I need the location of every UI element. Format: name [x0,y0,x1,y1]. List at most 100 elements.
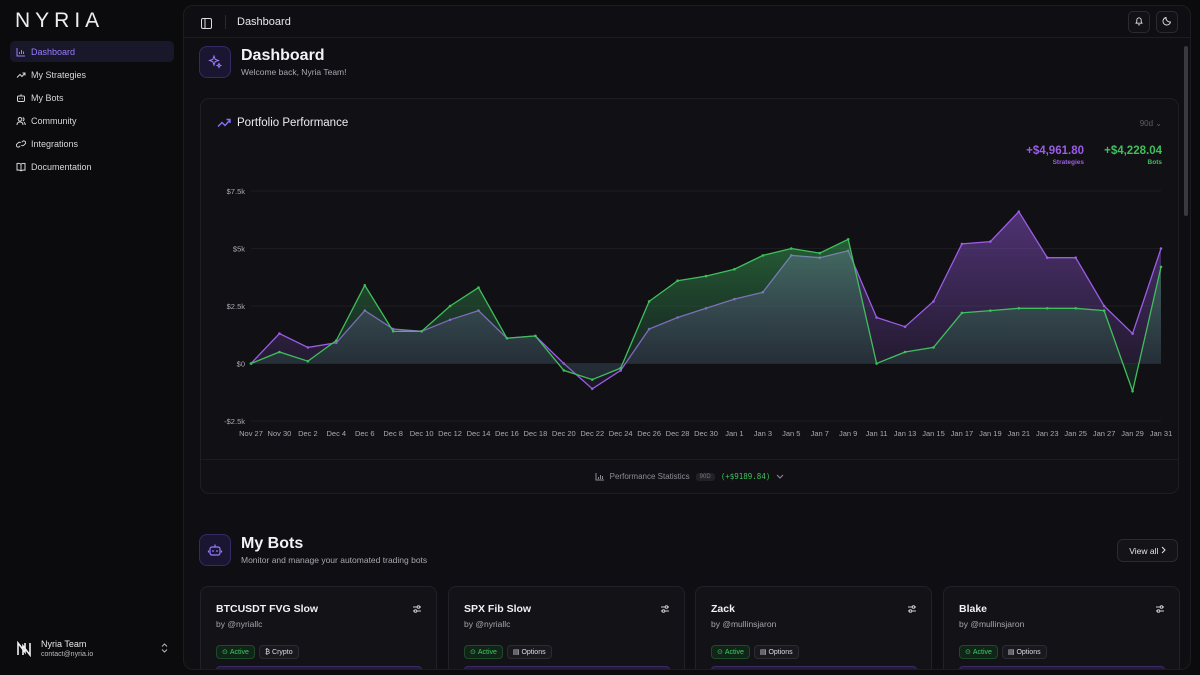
performance-statistics-toggle[interactable]: Performance Statistics 90D (+$9189.84) [201,459,1178,493]
data-point [960,242,964,246]
sliders-icon[interactable] [907,601,917,613]
data-point [903,325,907,328]
sidebar-item-label: Dashboard [31,46,76,57]
x-tick-label: Dec 30 [694,429,718,438]
view-all-button[interactable]: View all [1117,539,1178,562]
card-title-label: Portfolio Performance [237,117,349,129]
x-tick-label: Jan 19 [979,429,1002,438]
bot-author: by @mullinsjaron [711,619,777,629]
portfolio-performance-card: Portfolio Performance 90d ⌄ +$4,961.80 S… [200,98,1179,494]
range-value: 90d [1139,119,1154,128]
user-menu[interactable]: Nyria Team contact@nyria.io [14,637,174,661]
x-tick-label: Dec 10 [410,429,434,438]
bot-card[interactable]: SPX Fib Slow by @nyriallc ⊙ Active ▤ Opt… [448,586,685,669]
bot-card[interactable]: Blake by @mullinsjaron ⊙ Active ▤ Option… [943,586,1180,669]
data-point [306,346,310,349]
bell-icon [1134,13,1144,31]
sidebar-toggle-icon[interactable] [201,16,212,29]
data-point [505,336,509,340]
bot-name: Zack [711,603,735,615]
sliders-icon[interactable] [1155,601,1165,613]
data-point [790,247,793,250]
footer-label: Performance Statistics [609,472,690,481]
chevron-up-down-icon [161,643,168,655]
brand-logo[interactable]: NYRIA [15,9,105,32]
data-point [704,274,708,278]
bot-name: Blake [959,603,988,615]
data-point [249,362,253,365]
chevron-down-icon: ⌄ [1155,119,1162,128]
data-point [1102,309,1106,312]
type-badge: ▤ Options [506,645,552,659]
bots-label: Bots [1147,159,1162,166]
bot-icon [16,93,26,103]
data-point [846,238,850,241]
sidebar-item-dashboard[interactable]: Dashboard [10,41,174,62]
sidebar-item-community[interactable]: Community [10,110,174,131]
bot-performance-bar [216,666,422,669]
x-tick-label: Jan 21 [1008,429,1031,438]
status-badge: ⊙ Active [216,645,255,659]
bot-card[interactable]: Zack by @mullinsjaron ⊙ Active ▤ Options [695,586,932,669]
data-point [989,240,992,243]
chevron-down-icon [776,472,784,481]
x-tick-label: Jan 13 [894,429,917,438]
divider [225,15,226,29]
data-point [562,369,566,372]
sidebar-nav: Dashboard My Strategies My Bots Communit… [10,41,174,179]
strategies-label: Strategies [1052,159,1084,166]
breadcrumb: Dashboard [237,16,291,28]
data-point [1074,307,1077,310]
bot-card[interactable]: BTCUSDT FVG Slow by @nyriallc ⊙ Active ₿… [200,586,437,669]
data-point [363,284,367,287]
bot-name: BTCUSDT FVG Slow [216,603,319,615]
scrollbar[interactable] [1184,46,1188,216]
type-label: Options [1016,648,1041,656]
view-all-label: View all [1129,545,1159,556]
status-label: Active [972,648,992,656]
sidebar-item-documentation[interactable]: Documentation [10,156,174,177]
x-tick-label: Dec 26 [637,429,661,438]
sidebar-item-my-bots[interactable]: My Bots [10,87,174,108]
sidebar-item-integrations[interactable]: Integrations [10,133,174,154]
status-label: Active [477,648,497,656]
range-select[interactable]: 90d ⌄ [1140,119,1162,128]
bot-icon [199,534,231,566]
x-tick-label: Nov 27 [239,429,263,438]
bot-performance-bar [464,666,670,669]
bar-chart-icon [595,473,604,481]
chevron-right-icon [1161,546,1166,556]
theme-toggle-button[interactable] [1156,11,1178,33]
x-tick-label: Dec 16 [495,429,519,438]
sliders-icon[interactable] [660,601,670,613]
options-icon: ▤ [512,649,520,656]
x-tick-label: Jan 11 [866,429,888,438]
sidebar-item-label: Documentation [31,161,92,172]
moon-icon [1162,13,1172,31]
type-label: Options [768,648,793,656]
notifications-button[interactable] [1128,11,1150,33]
data-point [534,334,537,338]
y-tick-label: $0 [237,360,245,369]
data-point [278,332,281,335]
avatar [14,639,34,659]
y-tick-label: $5k [233,245,245,254]
x-tick-label: Nov 30 [268,429,292,438]
card-title: Portfolio Performance [217,117,348,129]
users-icon [16,116,26,126]
sliders-icon[interactable] [412,601,422,613]
footer-value: (+$9189.84) [720,472,771,481]
data-point [335,339,338,342]
data-point [1102,304,1106,308]
y-tick-label: $2.5k [227,302,246,311]
sidebar-item-label: Community [31,115,77,126]
sidebar-item-my-strategies[interactable]: My Strategies [10,64,174,85]
check-circle-icon: ⊙ [965,649,971,656]
trending-up-icon [217,118,231,127]
type-label: Options [521,648,546,656]
x-tick-label: Dec 28 [666,429,690,438]
x-tick-label: Jan 17 [951,429,974,438]
x-tick-label: Jan 3 [754,429,772,438]
data-point [420,330,423,333]
portfolio-chart[interactable]: $7.5k $5k $2.5k $0 -$2.5k Nov 27 Nov 30 Dec 2 De… [201,99,1180,459]
